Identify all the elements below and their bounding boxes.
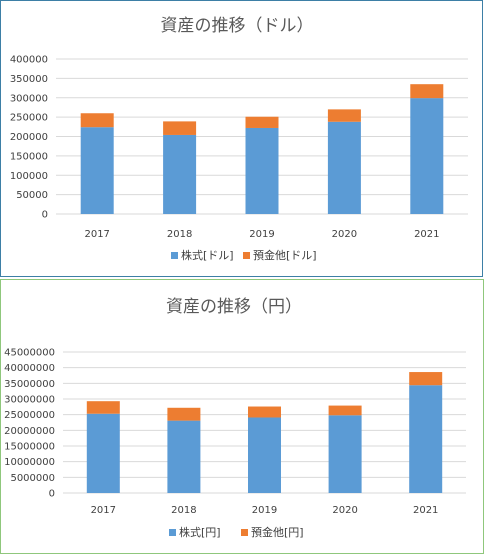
x-tick-label: 2019	[252, 505, 277, 516]
legend-label: 預金他[ドル]	[253, 248, 317, 262]
bar-deposits-2019	[248, 406, 281, 418]
y-tick-label: 45000000	[4, 348, 55, 359]
legend-swatch	[171, 252, 178, 259]
bar-stocks-2021	[410, 98, 444, 214]
bar-stocks-2019	[245, 127, 279, 214]
chart-jpy: 資産の推移（円） 0 5000000 10000000 15000000 2000000…	[4, 297, 466, 539]
legend-swatch	[169, 529, 176, 536]
y-tick-label: 250000	[10, 113, 48, 124]
x-tick-label: 2017	[91, 505, 116, 516]
bar-deposits-2018	[167, 407, 201, 421]
x-tick-label: 2020	[332, 505, 357, 516]
bar-stocks-2020	[328, 415, 362, 493]
bar-stocks-2017	[80, 127, 114, 214]
bar-deposits-2021	[409, 372, 443, 386]
bar-deposits-2017	[86, 401, 120, 414]
y-tick-label: 25000000	[4, 410, 55, 421]
bar-deposits-2021	[410, 84, 444, 99]
y-tick-label: 200000	[10, 132, 48, 143]
y-tick-label: 10000000	[4, 457, 55, 468]
chart-usd: 資産の推移（ドル） 0 50000 100000 150000 200000 250000…	[10, 16, 468, 262]
x-tick-label: 2020	[332, 229, 357, 240]
bar-stocks-2018	[167, 420, 201, 493]
x-tick-label: 2021	[414, 229, 439, 240]
x-tick-label: 2021	[413, 505, 438, 516]
chart-panel-usd: 資産の推移（ドル） 0 50000 100000 150000 200000 250000…	[0, 0, 483, 277]
bar-stocks-2017	[86, 413, 120, 493]
x-tick-label: 2018	[167, 229, 192, 240]
y-tick-label: 20000000	[4, 426, 55, 437]
x-tick-label: 2019	[249, 229, 274, 240]
chart-panel-jpy: 資産の推移（円） 0 5000000 10000000 15000000 2000000…	[0, 279, 484, 554]
y-tick-label: 35000000	[4, 379, 55, 390]
bar-stocks-2020	[327, 121, 361, 214]
bar-stocks-2019	[248, 417, 281, 493]
legend-label: 株式[ドル]	[181, 248, 234, 262]
y-tick-label: 100000	[10, 171, 48, 182]
chart-title: 資産の推移（円）	[166, 297, 302, 317]
bar-deposits-2020	[327, 109, 361, 122]
y-tick-label: 40000000	[4, 363, 55, 374]
bar-deposits-2020	[328, 405, 362, 416]
y-tick-label: 0	[49, 489, 55, 500]
x-tick-label: 2018	[171, 505, 196, 516]
bar-stocks-2021	[409, 385, 443, 493]
y-tick-label: 15000000	[4, 442, 55, 453]
y-tick-label: 300000	[10, 93, 48, 104]
y-tick-label: 350000	[10, 74, 48, 85]
legend-swatch	[241, 529, 248, 536]
legend-swatch	[243, 252, 250, 259]
y-tick-label: 400000	[10, 55, 48, 66]
y-tick-label: 150000	[10, 151, 48, 162]
bar-deposits-2018	[163, 121, 197, 135]
legend-label: 預金他[円]	[251, 525, 304, 539]
bar-deposits-2017	[80, 113, 114, 128]
y-tick-label: 50000	[16, 190, 48, 201]
y-tick-label: 0	[42, 210, 48, 221]
y-tick-label: 5000000	[10, 473, 55, 484]
bar-deposits-2019	[245, 116, 279, 128]
chart-title: 資産の推移（ドル）	[161, 16, 314, 36]
y-tick-label: 30000000	[4, 395, 55, 406]
legend-label: 株式[円]	[179, 525, 221, 539]
bar-stocks-2018	[163, 134, 197, 214]
x-tick-label: 2017	[84, 229, 109, 240]
